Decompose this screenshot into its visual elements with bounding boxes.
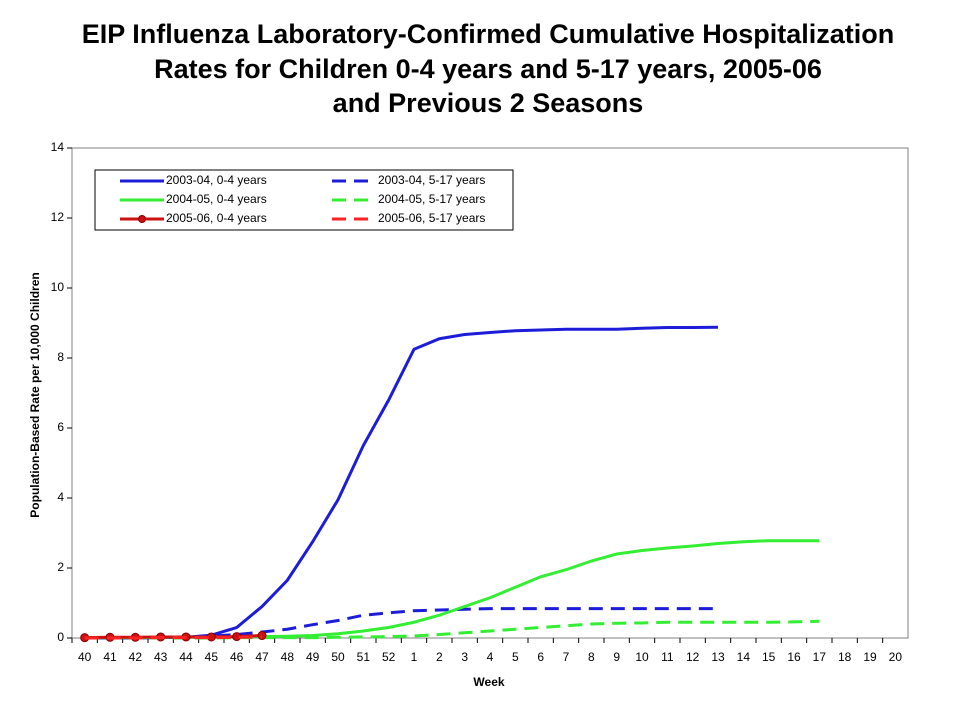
- y-tick-label: 0: [57, 630, 64, 644]
- x-tick-label: 41: [103, 650, 117, 664]
- x-axis-label: Week: [473, 675, 504, 689]
- x-tick-label: 2: [436, 650, 443, 664]
- x-tick-label: 18: [838, 650, 852, 664]
- x-tick-label: 10: [635, 650, 649, 664]
- x-tick-label: 13: [711, 650, 725, 664]
- x-tick-label: 3: [461, 650, 468, 664]
- y-tick-label: 6: [57, 420, 64, 434]
- series-line: [84, 607, 718, 640]
- x-tick-label: 46: [230, 650, 244, 664]
- plot-area: [71, 147, 909, 639]
- y-tick-label: 12: [51, 210, 65, 224]
- y-axis-label: Population-Based Rate per 10,000 Childre…: [28, 272, 42, 517]
- x-tick-label: 48: [281, 650, 295, 664]
- legend-label: 2004-05, 5-17 years: [378, 192, 485, 206]
- x-tick-label: 17: [813, 650, 827, 664]
- x-tick-label: 19: [863, 650, 877, 664]
- chart-title: and Previous 2 Seasons: [333, 88, 644, 118]
- x-tick-label: 16: [787, 650, 801, 664]
- x-tick-label: 20: [889, 650, 903, 664]
- legend: [94, 169, 514, 231]
- x-tick-label: 49: [306, 650, 320, 664]
- legend-label: 2003-04, 5-17 years: [378, 173, 485, 187]
- y-tick-label: 4: [57, 490, 64, 504]
- point: [257, 631, 267, 641]
- x-tick-label: 15: [762, 650, 776, 664]
- x-tick-label: 14: [737, 650, 751, 664]
- series-line: [84, 635, 263, 640]
- y-tick-label: 8: [57, 350, 64, 364]
- x-tick-label: 8: [588, 650, 595, 664]
- x-tick-label: 40: [78, 650, 92, 664]
- x-tick-label: 5: [512, 650, 519, 664]
- chart-title: Rates for Children 0-4 years and 5-17 ye…: [154, 54, 822, 84]
- x-tick-label: 7: [563, 650, 570, 664]
- y-tick-label: 14: [51, 140, 65, 154]
- x-tick-label: 50: [331, 650, 345, 664]
- y-tick-label: 2: [57, 560, 64, 574]
- chart-title: EIP Influenza Laboratory-Confirmed Cumul…: [82, 19, 895, 49]
- x-tick-label: 42: [129, 650, 143, 664]
- series-line: [84, 325, 719, 640]
- x-tick-label: 11: [661, 650, 674, 664]
- x-tick-label: 51: [357, 650, 371, 664]
- legend-marker: [138, 215, 146, 223]
- legend-label: 2005-06, 0-4 years: [166, 211, 267, 225]
- x-tick-label: 45: [205, 650, 219, 664]
- y-tick-label: 10: [51, 280, 65, 294]
- x-tick-label: 1: [411, 650, 418, 664]
- legend-label: 2003-04, 0-4 years: [166, 173, 267, 187]
- legend-label: 2004-05, 0-4 years: [166, 192, 267, 206]
- x-tick-label: 44: [179, 650, 193, 664]
- legend-label: 2005-06, 5-17 years: [378, 211, 485, 225]
- x-tick-label: 43: [154, 650, 168, 664]
- x-tick-label: 6: [537, 650, 544, 664]
- x-tick-label: 47: [255, 650, 269, 664]
- x-tick-label: 4: [487, 650, 494, 664]
- x-tick-label: 9: [613, 650, 620, 664]
- x-tick-label: 12: [686, 650, 700, 664]
- x-tick-label: 52: [382, 650, 396, 664]
